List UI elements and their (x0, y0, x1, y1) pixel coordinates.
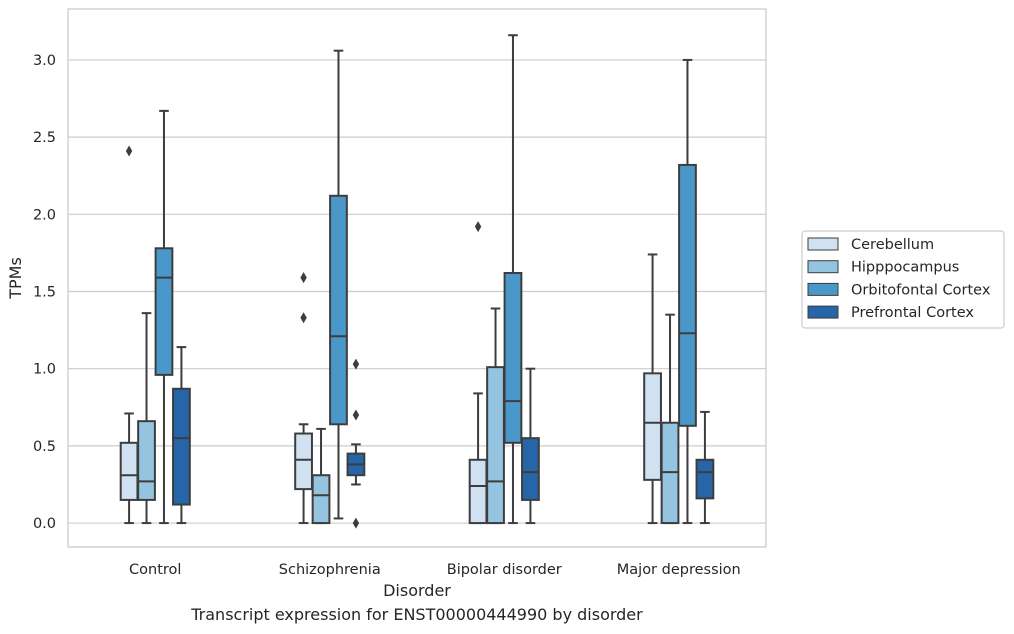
boxes-layer (119, 34, 715, 529)
box-orbitofontal-cortex-major-depression (678, 58, 697, 525)
outlier-point (474, 221, 482, 233)
y-tick-label: 1.0 (33, 362, 56, 378)
outlier-point (352, 409, 360, 421)
box-prefrontal-cortex-control (172, 346, 191, 525)
box-body (311, 474, 331, 525)
outlier-point (352, 517, 360, 529)
box-body (486, 366, 505, 525)
legend-label: Orbitofontal Cortex (851, 282, 991, 298)
legend-label: Hipppocampus (851, 260, 959, 276)
legend-swatch (807, 237, 839, 251)
box-body (643, 372, 662, 481)
box-hipppocampus-schizophrenia (311, 427, 331, 525)
y-tick-label: 0.0 (33, 516, 56, 532)
x-tick-label: Major depression (617, 562, 741, 578)
legend: Cerebellum Hipppocampus Orbitofontal Corte… (801, 230, 1005, 329)
y-tick-label: 2.0 (33, 207, 56, 223)
box-body (137, 420, 156, 501)
x-axis-label: Disorder (383, 581, 451, 600)
box-cerebellum-schizophrenia (294, 272, 313, 525)
box-cerebellum-major-depression (643, 253, 662, 525)
box-body (154, 247, 174, 376)
x-tick-label: Schizophrenia (279, 562, 381, 578)
plot-frame (67, 8, 767, 548)
box-orbitofontal-cortex-schizophrenia (329, 49, 348, 520)
box-cerebellum-control (119, 145, 139, 525)
legend-swatch (807, 282, 839, 296)
box-cerebellum-bipolar-disorder (468, 221, 488, 525)
box-body (521, 437, 540, 501)
box-body (503, 271, 523, 444)
outlier-point (300, 312, 307, 324)
legend-label: Cerebellum (851, 237, 934, 253)
legend-swatch (807, 260, 839, 274)
box-prefrontal-cortex-schizophrenia (346, 358, 366, 529)
box-body (172, 387, 191, 506)
y-axis-ticks: 0.0 0.5 1.0 1.5 2.0 2.5 3.0 (33, 53, 56, 532)
outlier-point (125, 145, 133, 157)
legend-frame (801, 230, 1005, 329)
y-tick-label: 3.0 (33, 53, 56, 69)
box-body (329, 194, 348, 426)
box-prefrontal-cortex-bipolar-disorder (521, 367, 540, 525)
x-tick-label: Bipolar disorder (447, 562, 562, 578)
box-hipppocampus-control (137, 312, 156, 525)
box-prefrontal-cortex-major-depression (695, 410, 715, 525)
box-body (294, 432, 313, 491)
box-body (695, 458, 715, 500)
outlier-point (352, 358, 360, 370)
box-body (468, 458, 488, 525)
box-orbitofontal-cortex-control (154, 109, 174, 525)
legend-label: Prefrontal Cortex (851, 305, 974, 321)
chart-caption: Transcript expression for ENST0000044499… (191, 605, 643, 624)
y-axis-label: TPMs (6, 257, 25, 300)
y-tick-label: 1.5 (33, 285, 56, 301)
legend-swatch (807, 305, 839, 319)
x-tick-label: Control (129, 562, 181, 578)
box-hipppocampus-major-depression (660, 313, 680, 525)
x-axis-ticks: Control Schizophrenia Bipolar disorder Majo… (129, 562, 741, 578)
outlier-point (300, 272, 307, 284)
y-tick-label: 2.5 (33, 130, 56, 146)
box-body (678, 163, 697, 427)
box-orbitofontal-cortex-bipolar-disorder (503, 34, 523, 525)
box-body (119, 441, 139, 501)
box-hipppocampus-bipolar-disorder (486, 307, 505, 525)
y-tick-label: 0.5 (33, 439, 56, 455)
